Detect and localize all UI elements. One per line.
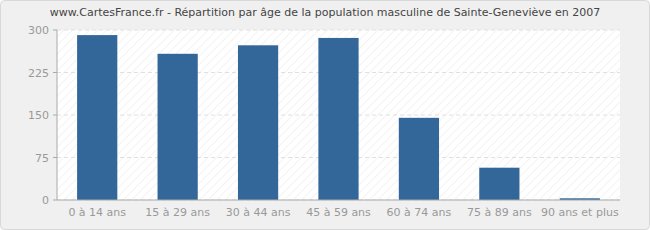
x-axis — [57, 200, 620, 201]
y-tick — [53, 30, 57, 31]
bar — [479, 168, 519, 200]
x-tick-label: 45 à 59 ans — [306, 206, 371, 219]
y-tick — [53, 115, 57, 116]
y-tick-label: 75 — [35, 152, 49, 165]
grid-line — [57, 30, 620, 31]
x-tick-label: 15 à 29 ans — [145, 206, 210, 219]
y-tick-label: 0 — [42, 194, 49, 207]
y-tick — [53, 72, 57, 73]
x-tick-label: 90 ans et plus — [541, 206, 619, 219]
plot-hatch — [57, 30, 620, 200]
y-tick-label: 150 — [28, 109, 49, 122]
background — [1, 1, 650, 230]
x-tick-label: 75 à 89 ans — [467, 206, 532, 219]
y-tick — [53, 200, 57, 201]
bar — [77, 35, 117, 200]
title: www.CartesFrance.fr - Répartition par âg… — [50, 6, 600, 19]
y-axis — [57, 30, 58, 200]
bars — [77, 35, 600, 200]
bar — [238, 45, 278, 200]
y-tick-label: 300 — [28, 24, 49, 37]
bar — [399, 118, 439, 200]
plot-area — [57, 30, 620, 200]
grid-line — [57, 200, 620, 201]
bar — [318, 38, 358, 200]
chart-container: 0 75 150 225 300 0 à 14 ans 15 à 29 ans 30 à 44… — [0, 0, 650, 230]
y-tick-label: 225 — [28, 67, 49, 80]
x-tick-label: 60 à 74 ans — [387, 206, 452, 219]
bar — [158, 54, 198, 200]
x-tick-label: 0 à 14 ans — [68, 206, 126, 219]
chart-svg: 0 75 150 225 300 0 à 14 ans 15 à 29 ans 30 à 44… — [0, 0, 650, 230]
x-tick-label: 30 à 44 ans — [226, 206, 291, 219]
y-tick — [53, 157, 57, 158]
